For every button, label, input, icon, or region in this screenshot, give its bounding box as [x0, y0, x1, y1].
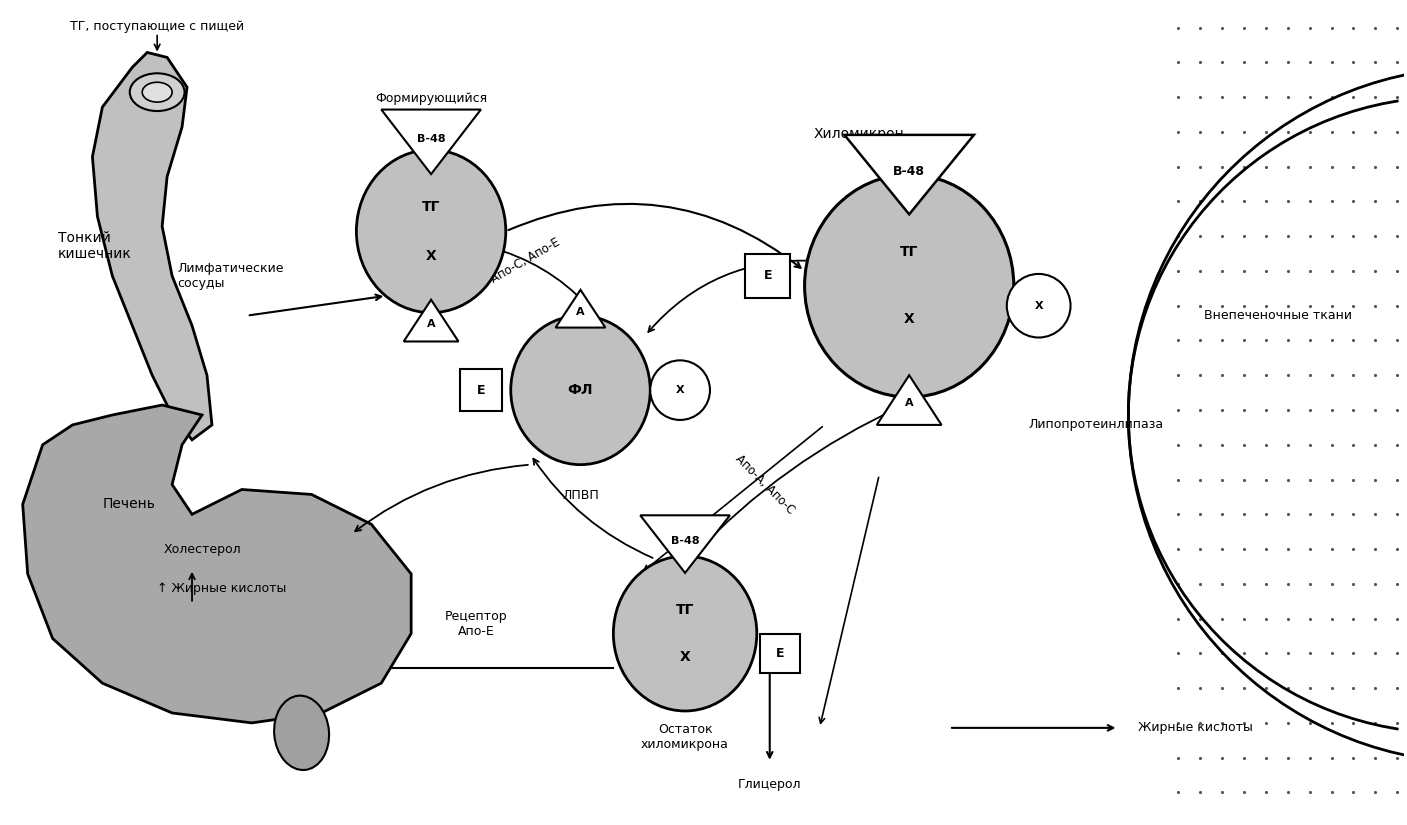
Ellipse shape [511, 316, 650, 464]
Text: Глицерол: Глицерол [739, 777, 802, 790]
Text: Е: Е [477, 384, 485, 397]
Text: Е: Е [764, 270, 772, 282]
Text: Внепеченочные ткани: Внепеченочные ткани [1204, 309, 1352, 322]
Polygon shape [844, 134, 974, 214]
Text: ТГ, поступающие с пищей: ТГ, поступающие с пищей [70, 20, 245, 32]
Polygon shape [23, 405, 411, 723]
Text: Остаток
хиломикрона: Остаток хиломикрона [642, 723, 729, 751]
Text: Х: Х [903, 312, 915, 326]
Text: ФЛ: ФЛ [568, 383, 594, 397]
Text: Липопротеинлипаза: Липопротеинлипаза [1029, 418, 1164, 431]
Text: В-48: В-48 [893, 165, 926, 178]
Ellipse shape [129, 73, 184, 111]
Text: Жирные кислоты: Жирные кислоты [1138, 721, 1254, 734]
Ellipse shape [142, 82, 172, 102]
Bar [746, 253, 791, 299]
Text: А: А [905, 398, 913, 408]
Text: Лимфатические
сосуды: Лимфатические сосуды [177, 262, 284, 290]
Text: А: А [577, 307, 585, 317]
Circle shape [650, 361, 711, 420]
Polygon shape [381, 110, 481, 174]
Polygon shape [640, 516, 730, 573]
Text: Апо-С, Апо-Е: Апо-С, Апо-Е [488, 236, 563, 286]
Text: ЛПВП: ЛПВП [563, 489, 599, 502]
Text: ТГ: ТГ [675, 603, 694, 617]
Text: Рецептор
Апо-Е: Рецептор Апо-Е [445, 610, 507, 638]
Polygon shape [556, 290, 605, 328]
Text: Х: Х [1034, 301, 1043, 311]
Text: Тонкий
кишечник: Тонкий кишечник [58, 231, 131, 262]
Text: Печень: Печень [103, 497, 155, 512]
Text: Х: Х [426, 248, 436, 262]
Text: Хиломикрон: Хиломикрон [815, 127, 905, 141]
Ellipse shape [613, 556, 757, 711]
Polygon shape [877, 375, 941, 425]
Ellipse shape [805, 175, 1014, 397]
Text: ТГ: ТГ [422, 200, 440, 214]
Text: Формирующийся
хиломикрон: Формирующийся хиломикрон [376, 92, 487, 120]
Text: ↑ Жирные кислоты: ↑ Жирные кислоты [158, 582, 287, 596]
Circle shape [1007, 274, 1071, 337]
Text: А: А [426, 318, 435, 328]
Text: В-48: В-48 [671, 536, 699, 546]
Text: Е: Е [775, 647, 784, 660]
Text: ТГ: ТГ [900, 246, 919, 260]
Text: Апо-А, Апо-С: Апо-А, Апо-С [733, 452, 796, 516]
Polygon shape [93, 53, 212, 440]
Text: Х: Х [680, 650, 691, 664]
Text: В-48: В-48 [416, 134, 446, 144]
Polygon shape [404, 299, 459, 342]
Ellipse shape [274, 695, 329, 770]
Bar [460, 370, 502, 411]
Bar [760, 634, 799, 673]
Ellipse shape [356, 150, 505, 313]
Text: Холестерол: Холестерол [163, 543, 241, 555]
Text: Х: Х [675, 385, 684, 395]
